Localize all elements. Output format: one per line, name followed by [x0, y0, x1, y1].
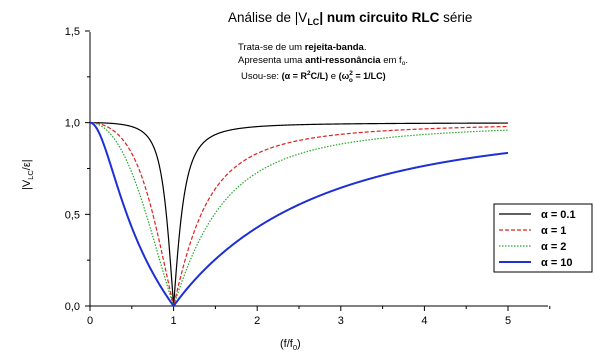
annotation-line-1: Trata-se de um rejeita-banda. [238, 42, 366, 53]
series-line-3 [89, 122, 509, 307]
y-tick-label: 0,5 [65, 209, 80, 221]
x-tick-label: 1 [171, 315, 177, 327]
annotation-line-2: Apresenta uma anti-ressonância em fo. [238, 55, 408, 67]
axis-ticks [85, 30, 551, 311]
legend-box [493, 203, 593, 273]
series-line-4 [89, 121, 509, 307]
legend-label: α = 0.1 [541, 209, 576, 221]
x-tick-label: 4 [421, 315, 427, 327]
legend-label: α = 10 [541, 257, 573, 269]
y-tick-label: 0,0 [65, 301, 80, 313]
annotation-line-3: Usou-se: (α = R2C/L) e (ω2 o = 1/LC) [241, 70, 386, 84]
x-tick-label: 0 [87, 315, 93, 327]
chart-title: Análise de |VLC| num circuito RLC série [228, 10, 472, 27]
legend-label: α = 2 [541, 241, 566, 253]
y-tick-label: 1,5 [65, 26, 80, 38]
y-axis-label: |VLC/ε| [21, 159, 35, 190]
x-tick-label: 2 [254, 315, 260, 327]
x-tick-label: 5 [505, 315, 511, 327]
axis-tick-labels: 0 1 2 3 4 5 0,0 0,5 1,0 1,5 [65, 26, 511, 327]
series-group [89, 121, 509, 307]
legend: α = 0.1 α = 1 α = 2 α = 10 [493, 203, 593, 273]
x-axis-label: (f/f0) [280, 338, 301, 352]
x-tick-label: 3 [338, 315, 344, 327]
y-tick-label: 1,0 [65, 118, 80, 130]
series-line-1 [89, 122, 509, 307]
series-line-2 [89, 122, 509, 307]
legend-label: α = 1 [541, 225, 566, 237]
